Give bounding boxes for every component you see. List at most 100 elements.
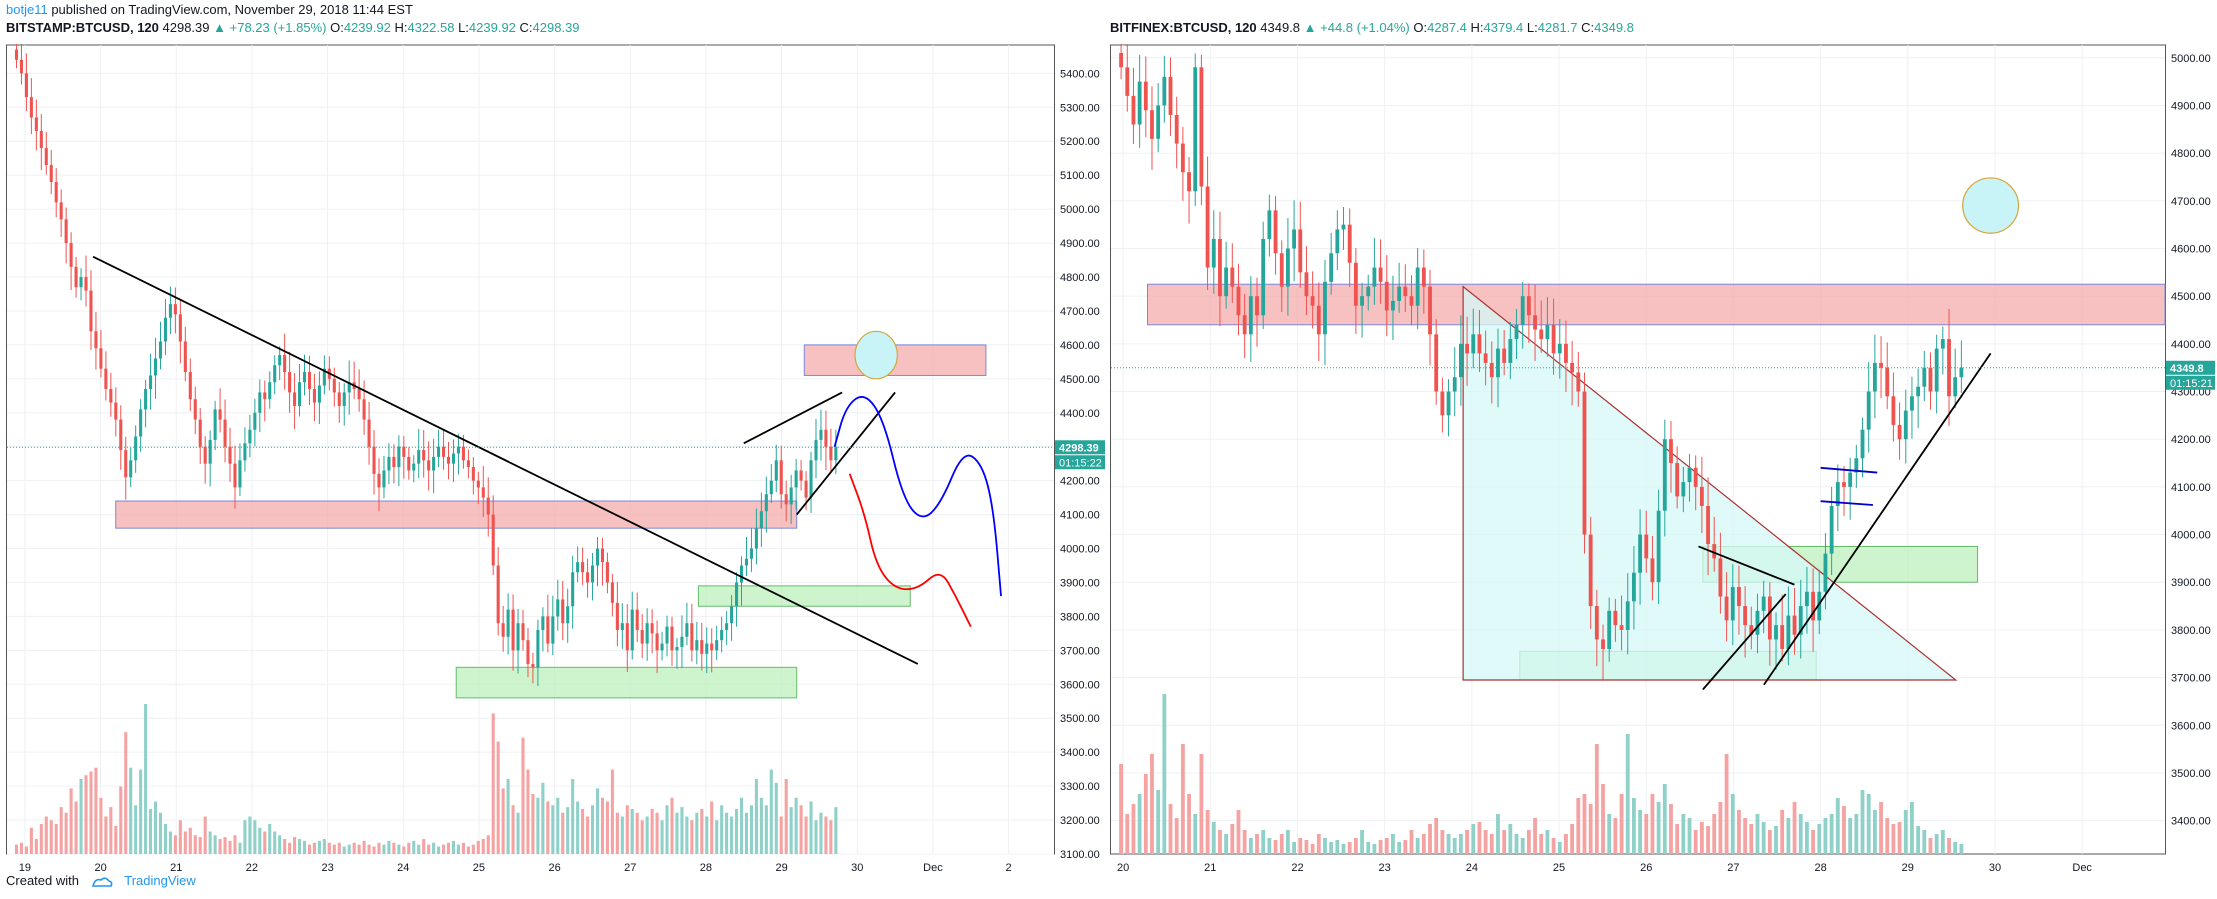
- volume-bar: [248, 816, 252, 854]
- x-tick-label: 23: [321, 862, 333, 874]
- candle-up: [1285, 248, 1290, 287]
- volume-bar: [332, 844, 336, 854]
- candle-down: [690, 623, 694, 651]
- author-link[interactable]: botje11: [6, 2, 48, 17]
- candle-down: [29, 97, 33, 118]
- x-tick-label: 20: [1117, 862, 1129, 874]
- y-tick-label: 3200.00: [1060, 815, 1100, 827]
- candle-up: [139, 409, 143, 437]
- candle-down: [288, 372, 292, 393]
- candle-up: [516, 623, 520, 651]
- volume-bar: [665, 805, 669, 854]
- candle-up: [268, 382, 272, 400]
- candle-up: [144, 389, 148, 410]
- footer: Created with TradingView: [6, 873, 196, 888]
- candle-up: [1823, 553, 1828, 592]
- volume-bar: [1391, 834, 1395, 854]
- volume-bar: [720, 805, 724, 854]
- volume-bar: [556, 797, 560, 854]
- candle-down: [1749, 625, 1754, 635]
- candle-down: [615, 602, 619, 630]
- candle-down: [402, 446, 406, 457]
- volume-bar: [769, 769, 773, 854]
- volume-bar: [273, 831, 277, 854]
- volume-bar: [715, 820, 719, 854]
- candle-down: [203, 446, 207, 464]
- tradingview-logo-icon: [91, 877, 113, 887]
- price-chart[interactable]: 3100.00 3200.00 3300.00 3400.00 3500.00 3600.…: [6, 44, 1106, 884]
- volume-bar: [19, 842, 23, 854]
- candle-up: [412, 463, 416, 471]
- candle-up: [153, 358, 158, 376]
- volume-bar: [54, 824, 58, 854]
- candle-up: [1786, 615, 1791, 649]
- volume-bar: [471, 844, 475, 854]
- volume-bar: [1662, 784, 1667, 854]
- y-tick-label: 5200.00: [1060, 136, 1100, 148]
- candle-up: [1774, 625, 1778, 640]
- volume-bar: [1724, 754, 1729, 854]
- volume-bar: [1415, 838, 1420, 854]
- last-price: 4298.39: [162, 20, 210, 35]
- candle-down: [84, 277, 88, 291]
- candle-up: [258, 392, 262, 413]
- volume-bar: [739, 797, 744, 854]
- symbol-label[interactable]: BITSTAMP:BTCUSD, 120: [6, 20, 159, 35]
- volume-bar: [1681, 814, 1686, 854]
- candle-up: [1323, 281, 1327, 335]
- zone-rectangle: [1146, 283, 2166, 326]
- candle-down: [198, 419, 202, 447]
- volume-bar: [1743, 818, 1748, 854]
- volume-bar: [307, 844, 312, 854]
- volume-bar: [432, 842, 436, 854]
- candle-up: [1656, 510, 1661, 583]
- candle-up: [382, 470, 386, 488]
- candle-up: [238, 460, 242, 488]
- tradingview-link[interactable]: TradingView: [124, 873, 196, 888]
- x-tick-label: 29: [1902, 862, 1914, 874]
- volume-bar: [705, 816, 709, 854]
- y-tick-label: 4200.00: [1060, 476, 1100, 488]
- candle-down: [312, 389, 316, 403]
- volume-bar: [1934, 834, 1939, 854]
- volume-bar: [605, 801, 609, 854]
- candle-up: [660, 643, 664, 651]
- volume-bar: [1440, 830, 1445, 854]
- y-tick-label: 3900.00: [1060, 577, 1100, 589]
- symbol-label[interactable]: BITFINEX:BTCUSD, 120: [1110, 20, 1257, 35]
- candle-up: [1248, 296, 1253, 335]
- countdown-label-box: [2166, 375, 2215, 390]
- candle-down: [49, 165, 53, 182]
- candle-down: [193, 399, 197, 420]
- volume-bar: [203, 816, 207, 854]
- volume-bar: [198, 837, 202, 854]
- volume-bar: [561, 812, 565, 854]
- volume-bar: [1780, 810, 1785, 854]
- volume-bar: [1174, 818, 1179, 854]
- high-value: 4322.58: [407, 20, 455, 35]
- candle-up: [1798, 606, 1803, 635]
- candle-down: [362, 399, 366, 420]
- volume-bar: [367, 844, 371, 854]
- volume-bar: [1928, 838, 1933, 854]
- volume-bar: [690, 820, 694, 854]
- volume-bar: [298, 839, 302, 854]
- volume-bar: [1347, 842, 1352, 854]
- last-price: 4349.8: [1260, 20, 1301, 35]
- candle-down: [670, 626, 674, 651]
- candle-up: [1681, 482, 1686, 497]
- close-value: 4349.8: [1594, 20, 1634, 35]
- volume-bar: [1224, 834, 1229, 854]
- volume-bar: [566, 807, 570, 854]
- candle-down: [263, 392, 267, 400]
- candle-down: [39, 131, 43, 149]
- candle-down: [1675, 463, 1680, 497]
- y-tick-label: 4500.00: [1060, 374, 1100, 386]
- candle-up: [789, 487, 793, 505]
- candle-up: [1804, 591, 1809, 607]
- candle-up: [1458, 343, 1463, 378]
- volume-bar: [1786, 818, 1791, 854]
- price-chart[interactable]: 3400.00 3500.00 3600.00 3700.00 3800.00 3900.…: [1110, 44, 2215, 884]
- volume-bar: [44, 816, 48, 854]
- candle-down: [655, 633, 659, 651]
